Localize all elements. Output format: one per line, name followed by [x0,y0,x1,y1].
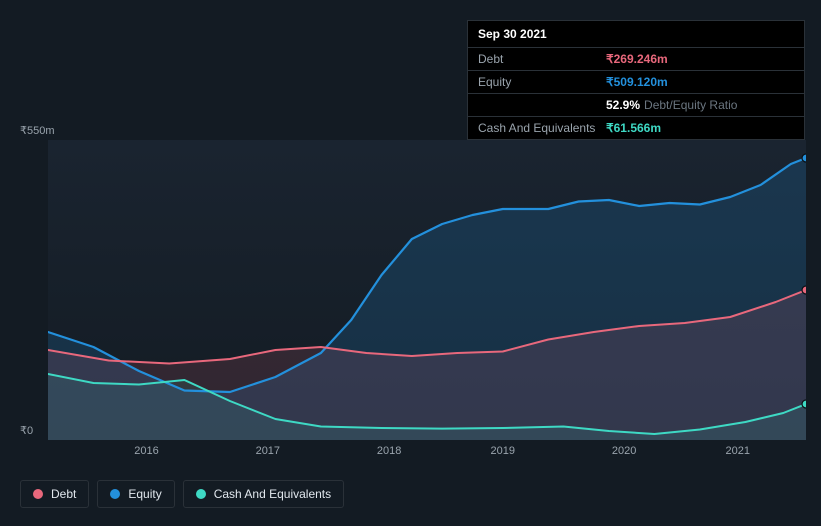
x-tick-label: 2018 [377,445,401,457]
tooltip-row: Equity₹509.120m [468,71,804,94]
x-tick-label: 2021 [726,445,750,457]
end-marker [802,400,806,408]
tooltip-row-label: Cash And Equivalents [478,121,606,135]
x-tick-label: 2017 [256,445,280,457]
tooltip-row: Debt₹269.246m [468,48,804,71]
y-axis-min-label: ₹0 [20,424,33,437]
hover-tooltip: Sep 30 2021 Debt₹269.246mEquity₹509.120m… [467,20,805,140]
x-axis: 2016 2017 2018 2019 2020 2021 [48,445,806,461]
chart-container: Sep 30 2021 Debt₹269.246mEquity₹509.120m… [0,0,821,526]
legend-item-cash-and-equivalents[interactable]: Cash And Equivalents [183,480,344,508]
tooltip-row-value: ₹509.120m [606,75,668,89]
end-marker [802,286,806,294]
legend-label: Cash And Equivalents [214,487,331,501]
legend-dot-icon [110,489,120,499]
tooltip-row-label: Debt [478,52,606,66]
x-tick-label: 2016 [134,445,158,457]
y-axis-max-label: ₹550m [20,124,55,137]
legend-item-equity[interactable]: Equity [97,480,174,508]
legend-label: Equity [128,487,161,501]
legend-label: Debt [51,487,76,501]
tooltip-date: Sep 30 2021 [468,21,804,48]
x-tick-label: 2020 [612,445,636,457]
legend: Debt Equity Cash And Equivalents [20,480,344,508]
tooltip-row: 52.9%Debt/Equity Ratio [468,94,804,117]
tooltip-row-value: ₹61.566m [606,121,661,135]
tooltip-row: Cash And Equivalents₹61.566m [468,117,804,139]
tooltip-row-label: Equity [478,75,606,89]
legend-dot-icon [33,489,43,499]
x-tick-label: 2019 [491,445,515,457]
tooltip-row-value: 52.9%Debt/Equity Ratio [606,98,737,112]
tooltip-row-value: ₹269.246m [606,52,668,66]
chart-svg [48,140,806,440]
legend-item-debt[interactable]: Debt [20,480,89,508]
legend-dot-icon [196,489,206,499]
end-marker [802,154,806,162]
tooltip-row-label [478,98,606,112]
chart-plot-area[interactable] [48,140,806,440]
tooltip-row-sublabel: Debt/Equity Ratio [644,98,737,112]
